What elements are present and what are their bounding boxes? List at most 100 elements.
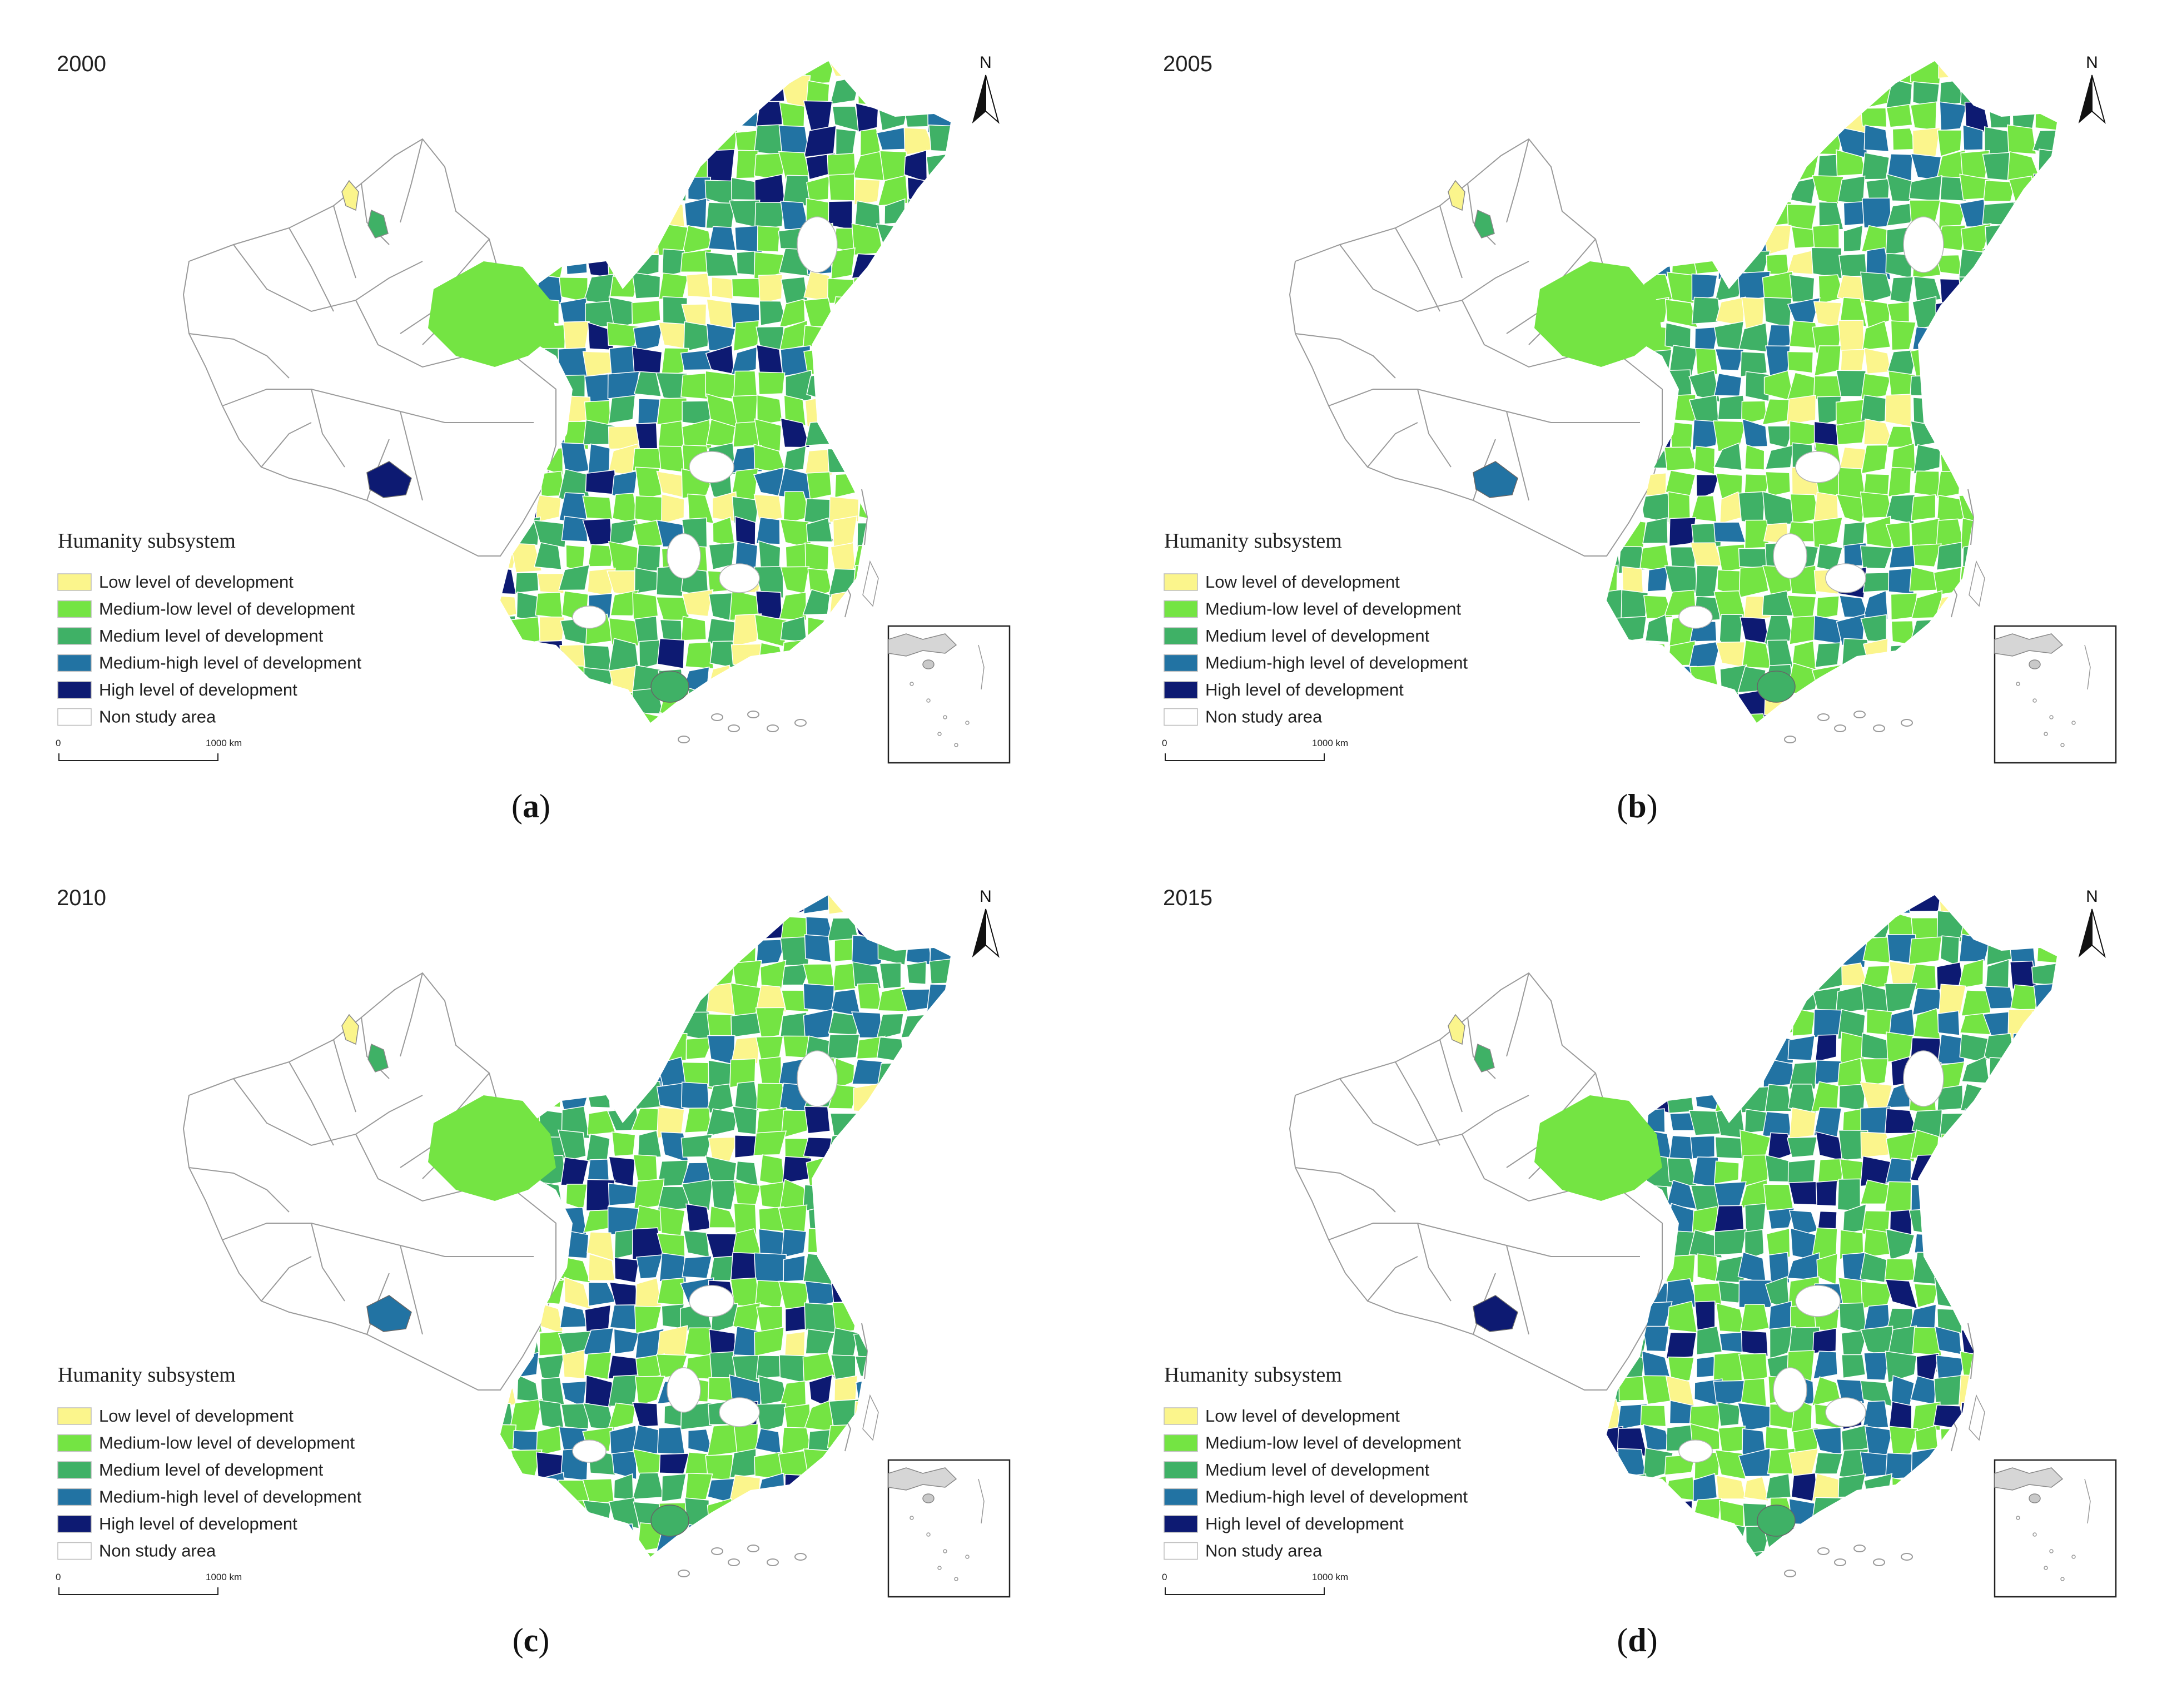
region-mediumLow <box>756 1306 783 1334</box>
region-mediumLow <box>708 1522 733 1550</box>
region-medium <box>1843 225 1863 252</box>
region-high <box>1668 517 1697 547</box>
region-mediumHigh <box>950 1056 951 1089</box>
region-mediumLow <box>1933 1180 1962 1213</box>
region-low <box>2031 911 2057 940</box>
year-label: 2010 <box>57 886 106 910</box>
region-mediumLow <box>500 940 518 965</box>
region-medium <box>608 638 639 672</box>
region-mediumLow <box>1835 420 1867 445</box>
region-mediumHigh <box>1861 197 1892 229</box>
region-mediumHigh <box>1791 912 1815 939</box>
region-high <box>779 895 808 917</box>
region-high <box>1961 1326 1992 1357</box>
region-medium <box>2009 1204 2041 1236</box>
region-high <box>2032 1400 2057 1431</box>
region-medium <box>1713 442 1743 471</box>
region-medium <box>1763 935 1796 967</box>
region-mediumHigh <box>535 423 565 449</box>
region-medium <box>1863 1473 1893 1499</box>
region-mediumLow <box>953 274 982 304</box>
legend-swatch-high <box>1164 1515 1198 1533</box>
region-mediumHigh <box>1691 961 1717 989</box>
region-mediumLow <box>539 1057 563 1087</box>
region-low <box>2031 471 2057 500</box>
region-medium <box>509 1057 543 1085</box>
region-mediumLow <box>1910 713 1940 723</box>
region-mediumHigh <box>878 1205 905 1232</box>
region-mediumLow <box>1688 226 1720 256</box>
region-medium <box>1990 492 2014 525</box>
non-study-patch <box>1795 1285 1841 1317</box>
region-high <box>832 418 857 448</box>
region-high <box>1739 617 1770 644</box>
region-mediumLow <box>500 1038 516 1065</box>
region-medium <box>712 61 739 83</box>
region-low <box>612 222 641 254</box>
region-mediumLow <box>733 320 760 352</box>
region-mediumHigh <box>2013 1111 2037 1137</box>
region-mediumLow <box>903 370 931 399</box>
region-high <box>1616 1546 1646 1557</box>
region-high <box>511 493 540 521</box>
region-mediumHigh <box>1937 1010 1960 1036</box>
region-mediumLow <box>1865 515 1892 549</box>
region-medium <box>683 912 713 943</box>
region-mediumLow <box>926 1229 951 1256</box>
legend-swatch-high <box>57 681 92 699</box>
region-mediumHigh <box>633 323 664 352</box>
region-mediumLow <box>1985 472 2016 501</box>
region-mediumHigh <box>1989 1204 2015 1234</box>
region-high <box>877 272 906 305</box>
region-mediumLow <box>510 199 539 225</box>
region-medium <box>534 542 562 570</box>
region-medium <box>802 589 831 615</box>
region-high <box>2059 52 2088 81</box>
region-medium <box>608 1374 639 1407</box>
region-medium <box>1640 716 1669 723</box>
region-mediumLow <box>832 1500 861 1530</box>
region-mediumLow <box>1666 1254 1696 1283</box>
region-medium <box>563 127 590 153</box>
region-mediumHigh <box>925 395 951 427</box>
region-mediumLow <box>1961 662 1988 693</box>
region-medium <box>1619 374 1648 398</box>
region-medium <box>901 1179 931 1210</box>
region-mediumLow <box>1639 688 1673 716</box>
region-mediumLow <box>1607 174 1624 204</box>
region-mediumLow <box>2060 1209 2086 1235</box>
region-low <box>827 1255 856 1281</box>
region-medium <box>583 644 613 672</box>
region-mediumLow <box>1765 1426 1790 1451</box>
region-medium <box>1892 1522 1916 1555</box>
region-mediumLow <box>877 321 910 353</box>
region-mediumLow <box>1985 347 2013 373</box>
region-medium <box>1786 1136 1818 1158</box>
region-mediumHigh <box>708 226 737 251</box>
region-medium <box>558 1129 587 1161</box>
region-mediumLow <box>802 325 834 347</box>
region-mediumLow <box>1911 666 1939 693</box>
legend-title: Humanity subsystem <box>58 529 236 553</box>
region-medium <box>1886 202 1917 227</box>
region-medium <box>1741 936 1771 968</box>
region-mediumHigh <box>1787 1035 1816 1061</box>
region-high <box>903 248 932 275</box>
region-mediumLow <box>1639 1254 1668 1284</box>
region-mediumLow <box>949 173 951 206</box>
region-low <box>729 1474 761 1506</box>
region-mediumLow <box>929 279 951 301</box>
region-mediumHigh <box>929 1036 951 1063</box>
region-medium <box>1889 644 1911 670</box>
region-medium <box>661 1473 687 1502</box>
region-mediumLow <box>1933 345 1963 371</box>
region-mediumLow <box>2059 321 2086 346</box>
region-mediumHigh <box>1738 1448 1771 1477</box>
region-mediumHigh <box>1714 61 1746 82</box>
region-high <box>536 1010 566 1036</box>
region-high <box>1607 491 1623 525</box>
region-mediumLow <box>950 958 951 992</box>
region-mediumHigh <box>1890 1375 1915 1406</box>
region-mediumLow <box>709 1205 738 1229</box>
region-mediumLow <box>756 694 781 721</box>
